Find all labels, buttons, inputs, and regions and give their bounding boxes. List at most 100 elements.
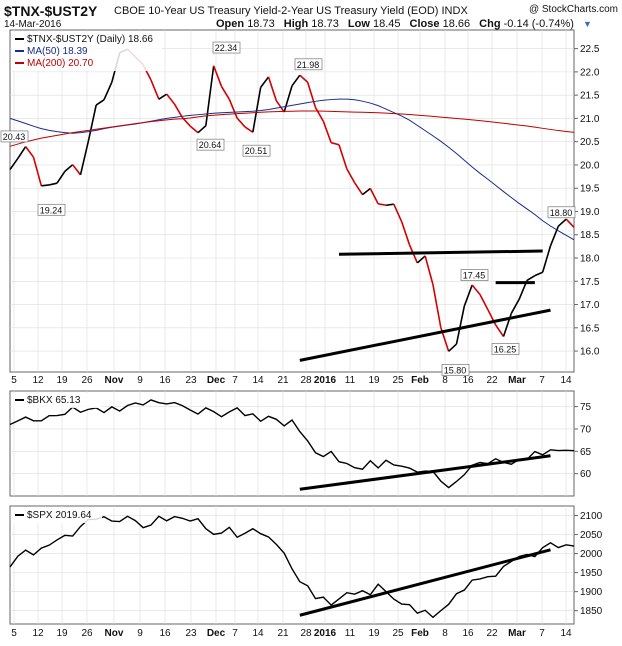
annotation-box: [441, 364, 470, 376]
x-tick-label: 11: [345, 628, 356, 639]
y-tick-label: 16.0: [580, 347, 600, 358]
price-segment: [173, 103, 184, 118]
price-segment: [291, 74, 301, 87]
annotation-label: 16.25: [494, 344, 517, 354]
x-tick-label: Dec: [207, 375, 226, 386]
price-segment: [393, 203, 403, 223]
x-tick-label: 26: [81, 375, 93, 386]
x-tick-label: 12: [32, 375, 44, 386]
trendline: [338, 249, 543, 256]
x-tick-label: 8: [442, 628, 448, 639]
index-tag: INDX: [441, 5, 468, 17]
x-tick-label: 7: [539, 628, 545, 639]
price-segment: [400, 221, 411, 246]
symbol-title: $TNX-$UST2Y: [4, 3, 98, 19]
annotation-label: 20.43: [3, 132, 26, 142]
value-annotation: 17.45: [460, 269, 489, 281]
dropdown-arrow-icon[interactable]: ▼: [583, 19, 592, 29]
ohlc-label: Chg: [479, 18, 501, 30]
x-tick-label: 21: [277, 375, 289, 386]
value-annotation: 20.51: [242, 144, 271, 157]
y-tick-label: 18.0: [580, 254, 600, 265]
value-annotation: 15.80: [441, 364, 470, 376]
price-segment: [275, 100, 285, 113]
ohlc-label: Close: [409, 18, 440, 30]
x-tick-label: 16: [159, 628, 171, 639]
price-segment: [314, 107, 325, 122]
x-tick-label: 23: [185, 375, 197, 386]
price-segment: [322, 120, 332, 143]
chart-date: 14-Mar-2016: [4, 19, 62, 30]
price-segment: [510, 298, 520, 314]
trendline: [299, 548, 551, 617]
annotation-box: [294, 58, 323, 71]
legend-box: [12, 508, 102, 523]
price-segment: [283, 85, 293, 113]
ohlc-value: -0.14 (-0.74%): [503, 18, 574, 30]
price-segment: [306, 81, 317, 108]
x-tick-label: 22: [486, 375, 498, 386]
annotation-label: 15.80: [444, 365, 467, 375]
value-annotation: 16.25: [491, 343, 520, 355]
legend: $BKX 65.13: [12, 393, 102, 408]
x-tick-label: 8: [442, 375, 448, 386]
price-segment: [416, 255, 426, 264]
price-segment: [541, 245, 552, 273]
price-segment: [362, 187, 371, 196]
x-tick-label: Dec: [207, 628, 226, 639]
price-segment: [32, 156, 43, 187]
y-tick-label: 1850: [580, 606, 603, 617]
annotation-label: 19.24: [40, 205, 63, 215]
y-tick-label: 20.5: [580, 137, 600, 148]
ma-200--line: [9, 110, 575, 147]
x-tick-label: 26: [81, 628, 93, 639]
x-tick-label: 9: [137, 628, 143, 639]
price-segment: [103, 81, 113, 101]
price-segment: [197, 125, 207, 134]
price-segment: [252, 87, 262, 133]
y-tick-label: 19.5: [580, 184, 600, 195]
x-tick-label: 21: [277, 628, 289, 639]
price-segment: [220, 86, 231, 100]
x-tick-label: 16: [159, 375, 171, 386]
x-tick-label: Feb: [411, 628, 429, 639]
y-tick-label: 60: [580, 469, 592, 480]
price-segment: [346, 168, 356, 184]
-bkx-line: [9, 399, 575, 489]
ohlc-value: 18.73: [247, 18, 275, 30]
panel-frame: [9, 29, 575, 373]
panel-frame: [9, 390, 575, 497]
price-segment: [378, 203, 387, 207]
x-tick-label: 12: [32, 628, 44, 639]
ohlc-value: 18.45: [372, 18, 401, 30]
value-annotation: 21.98: [294, 58, 323, 71]
ohlc-label: Open: [216, 18, 245, 30]
description-text: CBOE 10-Year US Treasury Yield-2-Year US…: [114, 5, 439, 17]
price-segment: [353, 182, 364, 196]
value-annotation: 20.64: [196, 138, 225, 151]
price-segment: [565, 218, 575, 228]
y-tick-label: 75: [580, 402, 592, 413]
x-tick-label: 22: [486, 628, 498, 639]
panel-frame: [9, 505, 575, 625]
annotation-box: [196, 138, 225, 151]
annotation-box: [0, 130, 29, 143]
price-segment: [267, 76, 278, 101]
chart-header: $TNX-$UST2Y CBOE 10-Year US Treasury Yie…: [0, 0, 622, 30]
y-tick-label: 2100: [580, 511, 603, 522]
x-tick-label: Nov: [105, 628, 124, 639]
y-tick-label: 21.5: [580, 91, 600, 102]
annotation-box: [547, 206, 576, 219]
price-segment: [95, 99, 105, 106]
symbol-description: CBOE 10-Year US Treasury Yield-2-Year US…: [114, 5, 468, 17]
price-segment: [56, 170, 66, 184]
x-tick-label: 16: [462, 628, 474, 639]
annotation-label: 22.34: [215, 43, 238, 53]
x-tick-label: 14: [560, 375, 572, 386]
ohlc-value: 18.66: [442, 18, 471, 30]
annotation-label: 18.80: [550, 208, 573, 218]
x-tick-label: 14: [252, 628, 264, 639]
x-tick-label: 19: [368, 628, 380, 639]
price-segment: [236, 117, 246, 128]
